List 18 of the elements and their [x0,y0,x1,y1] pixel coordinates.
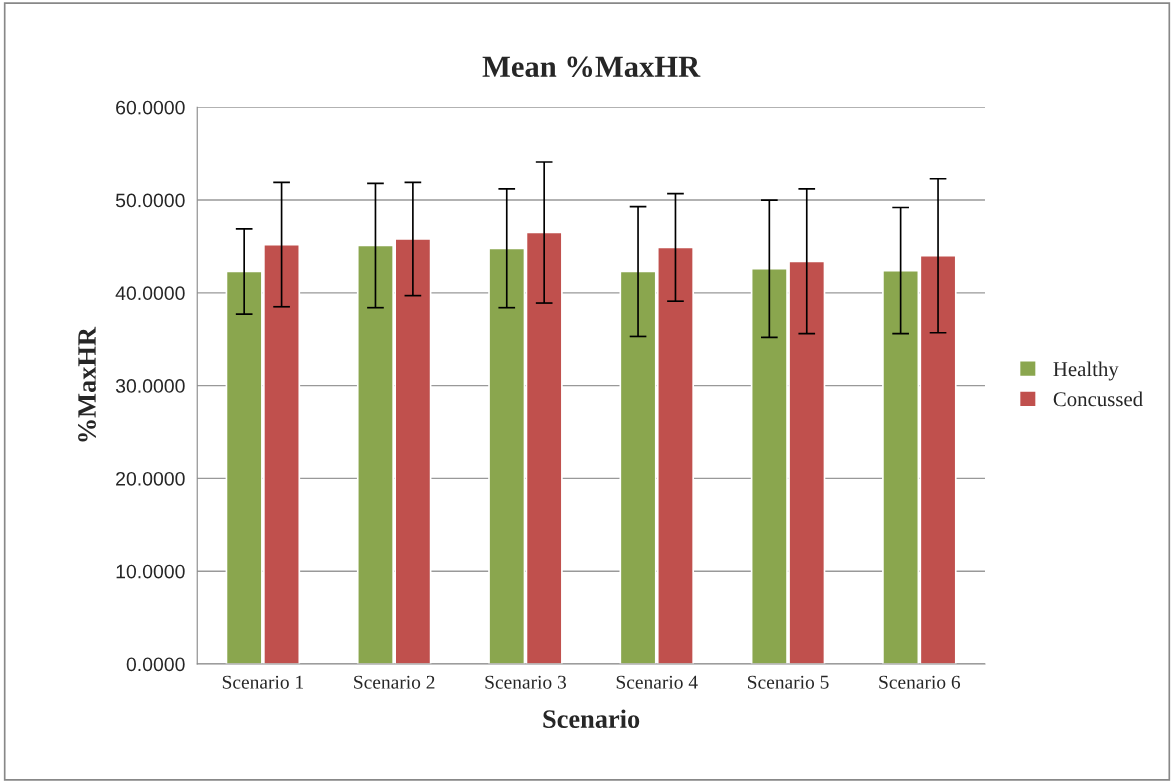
y-tick-label: 40.0000 [115,286,185,301]
x-tick-label: Scenario 6 [879,675,961,689]
y-tick-label: 20.0000 [116,471,185,486]
x-axis-title: Scenario [543,709,640,728]
legend-label: Concussed [1053,391,1143,407]
x-tick-label: Scenario 4 [616,675,698,689]
x-tick-label: Scenario 2 [354,675,435,689]
y-tick-label: 0.0000 [126,657,185,672]
x-tick-label: Scenario 3 [485,675,567,689]
x-tick-label: Scenario 5 [748,675,829,689]
y-tick-label: 30.0000 [115,379,185,393]
y-axis-title: %MaxHR [78,326,96,442]
y-tick-label: 10.0000 [116,564,185,579]
x-tick-label: Scenario 1 [222,675,304,689]
y-tick-label: 50.0000 [115,193,185,208]
chart-title: Mean %MaxHR [482,56,701,78]
legend-label: Healthy [1053,361,1119,381]
y-tick-label: 60.0000 [116,100,185,115]
